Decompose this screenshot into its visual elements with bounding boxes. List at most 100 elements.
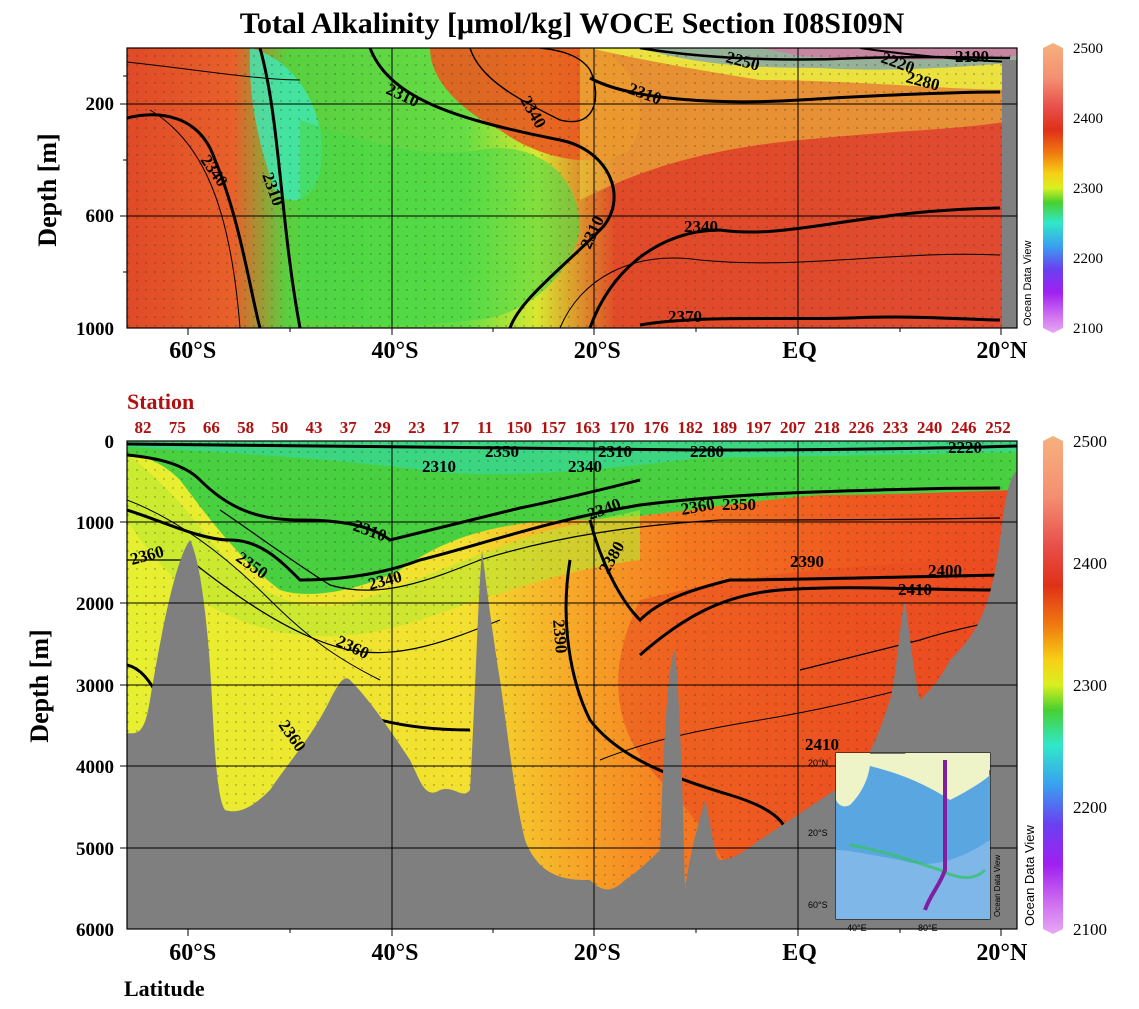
chart-title: Total Alkalinity [μmol/kg] WOCE Section … [240,7,905,40]
lower-y-axis-label: Depth [m] [25,629,54,742]
lower-ytick-3000: 3000 [76,676,114,697]
upper-cb-2500: 2500 [1073,41,1103,57]
lower-clabel-2410-b: 2410 [805,735,839,754]
upper-contour-2340-bulge [469,48,597,123]
lower-ytick-1000: 1000 [76,513,114,534]
inset-lon-40e: 40°E [847,923,867,933]
station-label: 226 [848,418,874,437]
lower-contour-2410 [799,619,1001,671]
upper-contour-2340-left [127,113,262,328]
lower-clabel-2350-b: 2350 [722,495,756,514]
inset-labels: 20°N 20°S 60°S 40°E 80°E [808,758,938,933]
upper-xtick-20s: 20°S [574,338,621,364]
station-label: 170 [609,418,635,437]
station-label: 17 [442,418,460,437]
station-label: 66 [203,418,220,437]
station-label: 246 [951,418,977,437]
upper-contours [127,48,1011,328]
upper-grid [127,48,1017,328]
lower-ytick-0: 0 [105,432,115,453]
upper-contour-2310-mid [368,48,616,328]
station-label: 50 [271,418,288,437]
upper-frame [126,47,1018,329]
upper-panel: 2310 2310 2310 2310 2340 2340 2340 2370 … [33,41,1103,364]
inset-front [849,843,987,879]
upper-x-ticks: 60°S 40°S 20°S EQ 20°N [169,338,1028,364]
station-label: 163 [575,418,601,437]
upper-cb-2200: 2200 [1073,251,1103,267]
inset-map: 20°N 20°S 60°S 40°E 80°E Ocean Data View [808,752,1002,933]
upper-contour-2220 [859,48,1011,63]
inset-africa [836,753,871,807]
upper-cb-2400: 2400 [1073,111,1103,127]
station-label: 11 [477,418,493,437]
upper-cb-2100: 2100 [1073,321,1103,337]
inset-odv-watermark: Ocean Data View [993,855,1002,917]
lower-xtick-20n: 20°N [976,940,1028,966]
upper-xtick-40s: 40°S [372,338,419,364]
lower-colorbar: 2500 2400 2300 2200 2100 [1043,432,1107,939]
inset-asia [905,753,990,790]
lower-contour-2340 [127,486,1001,582]
station-label: 182 [677,418,703,437]
lower-y-ticks: 0 1000 2000 3000 4000 5000 6000 [76,432,114,941]
lower-cb-2100: 2100 [1073,920,1107,939]
lower-xtick-eq: EQ [782,940,817,966]
upper-xtick-60s: 60°S [169,338,216,364]
upper-xtick-20n: 20°N [976,338,1028,364]
upper-contour-2340-right [588,206,1001,328]
lower-clabel-2350-a: 2350 [485,442,519,461]
inset-lat-20s: 20°S [808,828,828,838]
station-label: 252 [985,418,1011,437]
upper-contour-2370 [639,315,1001,327]
upper-clabel-2190: 2190 [955,47,989,66]
inset-lon-80e: 80°E [918,923,938,933]
station-label: 207 [780,418,806,437]
station-label: 23 [408,418,425,437]
station-label: 233 [883,418,909,437]
station-label: 58 [237,418,254,437]
station-label: 189 [712,418,738,437]
lower-clabel-2220: 2220 [948,438,982,457]
lower-panel: Station 82 75 66 58 50 43 37 29 23 17 11 150 157 163 1… [25,389,1107,1001]
upper-xtick-marks [187,328,1002,335]
lower-ytick-4000: 4000 [76,757,114,778]
upper-thin-contour-3 [559,253,1001,328]
lower-clabel-2340-a: 2340 [568,457,602,476]
station-label: 75 [169,418,186,437]
station-label: 150 [506,418,532,437]
station-heading: Station [127,389,194,414]
upper-clabel-2340-c: 2340 [684,217,718,236]
upper-cb-2300: 2300 [1073,181,1103,197]
station-label: 240 [917,418,943,437]
lower-thin-contour-2 [599,689,901,761]
lower-x-ticks: 60°S 40°S 20°S EQ 20°N [169,940,1028,966]
seafloor-bathymetry [127,470,1017,929]
upper-y-ticks: 200 600 1000 [76,94,114,340]
lower-contour-2400 [639,586,1001,657]
lower-xtick-40s: 40°S [372,940,419,966]
upper-ytick-1000: 1000 [76,319,114,340]
lower-contour-surface [127,442,1017,452]
lower-contour-2310 [127,453,641,542]
lower-cb-2300: 2300 [1073,676,1107,695]
lower-odv-watermark: Ocean Data View [1022,824,1037,926]
upper-contour-2310-right [589,76,1001,104]
station-label: 29 [374,418,391,437]
lower-clabel-2310-a: 2310 [422,457,456,476]
lower-clabel-2280: 2280 [690,442,724,461]
inset-lat-60s: 60°S [808,900,828,910]
upper-odv-watermark: Ocean Data View [1022,241,1034,326]
upper-thin-contour-1 [127,61,301,81]
upper-clabel-2370: 2370 [668,307,702,326]
lower-xtick-20s: 20°S [574,940,621,966]
upper-contour-2280 [639,48,1011,61]
upper-sample-points [127,48,1017,328]
lower-contour-2350 [219,509,1001,591]
station-label: 197 [746,418,772,437]
lower-xtick-60s: 60°S [169,940,216,966]
lower-cb-2400: 2400 [1073,554,1107,573]
upper-contour-2310-left [258,48,302,328]
station-label: 218 [814,418,840,437]
